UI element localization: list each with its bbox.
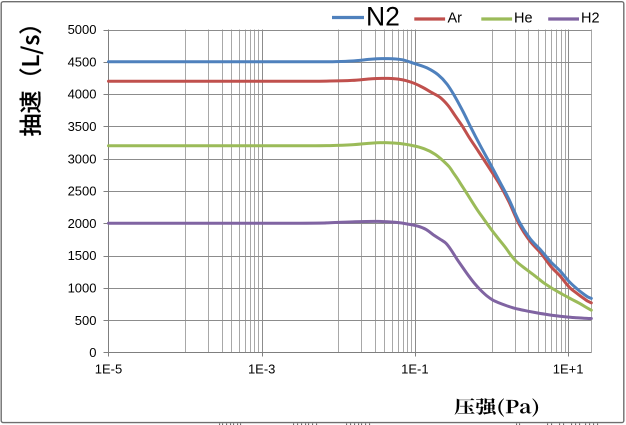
svg-text:500: 500	[75, 313, 97, 328]
svg-text:1E+1: 1E+1	[553, 362, 584, 377]
svg-text:1500: 1500	[68, 248, 97, 263]
svg-text:0: 0	[89, 345, 96, 360]
svg-text:He: He	[514, 11, 533, 27]
svg-text:N2: N2	[366, 2, 400, 32]
svg-text:2000: 2000	[68, 216, 97, 231]
svg-text:H2: H2	[581, 11, 600, 27]
svg-text:Ar: Ar	[448, 11, 463, 27]
svg-text:4000: 4000	[68, 87, 97, 102]
svg-text:4500: 4500	[68, 54, 97, 69]
svg-text:1E-1: 1E-1	[401, 362, 428, 377]
svg-text:5000: 5000	[68, 22, 97, 37]
svg-text:3500: 3500	[68, 119, 97, 134]
svg-text:1000: 1000	[68, 281, 97, 296]
svg-text:2500: 2500	[68, 184, 97, 199]
svg-text:1E-5: 1E-5	[95, 362, 122, 377]
svg-text:3000: 3000	[68, 151, 97, 166]
svg-text:1E-3: 1E-3	[248, 362, 275, 377]
